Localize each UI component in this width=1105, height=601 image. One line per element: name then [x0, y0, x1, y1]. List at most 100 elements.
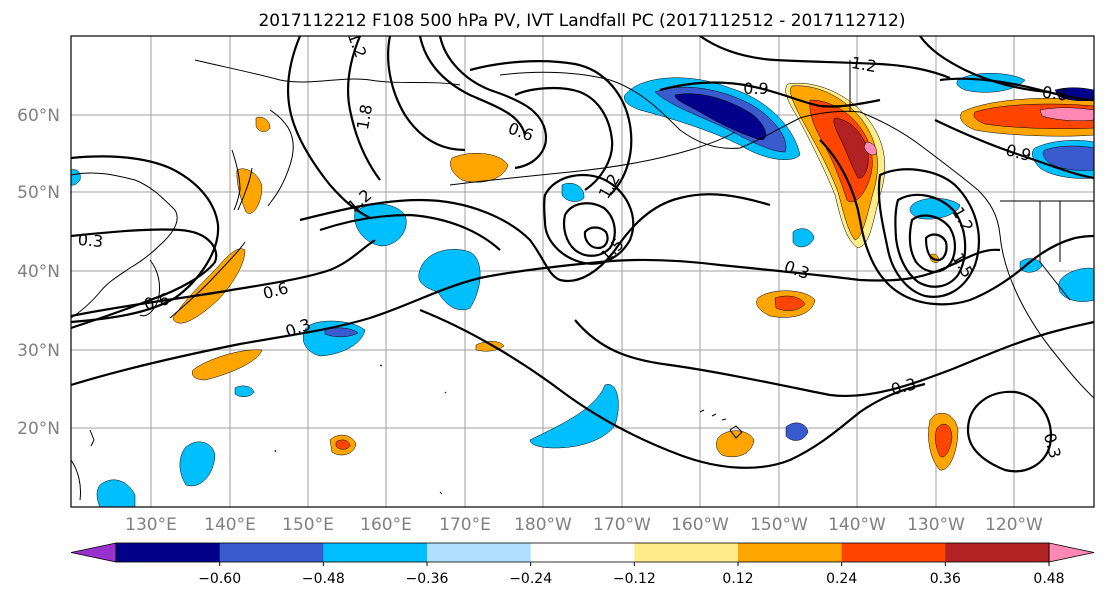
contour-ring-1.5-east	[894, 193, 967, 288]
contour-ring-1.8-east	[908, 214, 956, 273]
pv-negative-blob-sw-corner	[96, 479, 136, 507]
contour-0.6-japan	[71, 239, 376, 318]
colorbar-outline	[115, 542, 1050, 563]
contour-0.9-low	[319, 213, 501, 251]
lon-label: 130°W	[907, 515, 965, 535]
contour-0.6-west	[71, 155, 220, 324]
contour-1.2-north	[286, 36, 371, 219]
contour-label: 0.3	[77, 230, 104, 251]
contour-1.5-ring	[562, 202, 616, 257]
coastline-hawaii-big-island	[729, 425, 743, 439]
latitude-labels: 60°N 50°N 40°N 30°N 20°N	[17, 106, 60, 439]
colorbar-segment	[427, 543, 532, 562]
contour-0.9-alaska	[659, 81, 881, 108]
contour-0.9-north	[418, 36, 527, 136]
pv-negative-core-155e	[324, 327, 359, 338]
contour-1.8-north	[346, 36, 381, 181]
colorbar-tick-label: −0.12	[613, 571, 656, 587]
coastline-japan	[169, 167, 253, 319]
pv-positive-red-145w-35n	[774, 295, 806, 311]
pv-negative-core-northeast-mid	[1042, 145, 1094, 171]
lon-label: 160°E	[360, 515, 412, 535]
figure-title: 2017112212 F108 500 hPa PV, IVT Landfall…	[258, 11, 905, 31]
lon-label: 160°W	[671, 515, 729, 535]
lon-label: 130°E	[125, 515, 177, 535]
contour-0.9-northeast	[934, 119, 1094, 180]
colorbar-tick-label: 0.24	[826, 571, 857, 587]
colorbar-segment	[530, 543, 635, 562]
contour-0.3-lower	[574, 319, 1094, 398]
lon-label: 150°W	[750, 515, 808, 535]
pv-positive-blob-145e-30n	[192, 349, 263, 381]
lon-label: 170°W	[593, 515, 651, 535]
pv-negative-blob-170e	[418, 249, 481, 311]
pv-negative-blob-coast-40n	[1019, 258, 1043, 273]
lon-label: 170°E	[439, 515, 491, 535]
coastline-sakhalin	[231, 149, 241, 211]
coastline-alaska	[499, 71, 861, 149]
contour-label: 0.6	[1041, 82, 1069, 104]
lat-label: 40°N	[17, 262, 60, 282]
pv-negative-northeast-dark	[1054, 87, 1094, 102]
longitude-labels: 130°E 140°E 150°E 160°E 170°E 180°W 170°…	[125, 515, 1043, 535]
contour-0.6-east	[819, 139, 1094, 306]
coastline-north-america-west	[859, 111, 1094, 399]
contour-1.2-west-loop	[387, 36, 466, 152]
contour-0.3-tropics	[419, 308, 926, 469]
colorbar-tick-label: −0.36	[406, 571, 449, 587]
colorbar-tick-label: 0.48	[1033, 571, 1064, 587]
colorbar-segment	[323, 543, 428, 562]
contour-0.3-west	[71, 228, 218, 330]
colorbar-segment	[116, 543, 221, 562]
pv-negative-blob-coast-35n	[1058, 267, 1094, 302]
contour-0.6-low	[299, 193, 771, 283]
pv-positive-darkred-gulf-alaska	[833, 117, 869, 179]
colorbar-segment	[945, 543, 1050, 562]
colorbar-tick-label: 0.12	[722, 571, 753, 587]
pv-positive-max-northeast	[1039, 107, 1094, 122]
lat-label: 20°N	[17, 419, 60, 439]
pv-negative-small-140e	[234, 385, 255, 397]
pv-positive-blob-kamchatka	[255, 116, 271, 132]
colorbar-segment	[219, 543, 324, 562]
coastline-hawaii-chain	[699, 409, 727, 421]
contour-1.2-northeast-upper	[919, 36, 1051, 94]
lon-label: 140°E	[204, 515, 256, 535]
coastline-east-asia	[71, 172, 178, 319]
pv-shading	[71, 73, 1094, 507]
ivt-contours	[71, 36, 1094, 473]
coastline-small-islands	[274, 364, 447, 495]
coastlines	[71, 59, 1094, 501]
lat-label: 60°N	[17, 106, 60, 126]
pv-negative-blob-150w	[792, 228, 815, 248]
contour-0.3-circle-se	[966, 390, 1053, 473]
pv-positive-blob-155w-20n	[716, 430, 755, 458]
map-panel: 1.2 1.8 0.6 0.9 1.2 0.6 0.9 0.3 1.2 0.6 …	[70, 35, 1095, 508]
contour-ring-2.1-east	[924, 233, 948, 262]
lon-label: 180°W	[514, 515, 572, 535]
contour-1.2-ring	[543, 173, 635, 265]
coastline-luzon	[71, 459, 81, 501]
coastline-taiwan	[89, 429, 95, 447]
lat-label: 30°N	[17, 341, 60, 361]
pv-negative-blob-165w	[561, 182, 585, 202]
colorbar-tick-label: 0.36	[930, 571, 961, 587]
colorbar-tick-label: −0.60	[198, 571, 241, 587]
pv-positive-max-gulf-alaska	[863, 141, 877, 156]
colorbar-tick-label: −0.48	[302, 571, 345, 587]
pv-strong-negative-core	[674, 93, 767, 141]
contour-0.6-north	[438, 36, 548, 170]
contour-0.6-northeast	[939, 77, 1094, 102]
map-frame	[70, 35, 1095, 508]
colorbar-extend-min	[70, 542, 117, 563]
lon-label: 150°E	[282, 515, 334, 535]
colorbar: −0.60 −0.48 −0.36 −0.24 −0.12 0.12 0.24 0.36 0.4…	[70, 542, 1095, 587]
contour-label: 0.9	[743, 79, 768, 98]
pv-positive-red-160e-20n	[335, 439, 351, 450]
colorbar-tick-label: −0.24	[509, 571, 552, 587]
pv-positive-blob-japan	[172, 248, 246, 324]
pv-positive-red-135w-20n	[935, 423, 953, 458]
contour-1.8-ring	[583, 226, 609, 250]
colorbar-segment	[634, 543, 739, 562]
